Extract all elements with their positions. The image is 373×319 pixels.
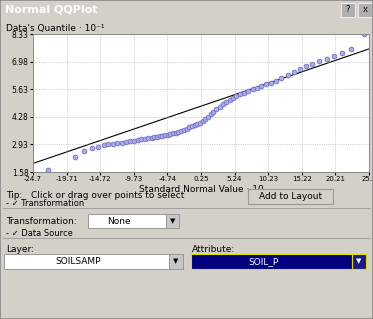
Point bbox=[205, 114, 211, 119]
Text: Data's Quantile · 10⁻¹: Data's Quantile · 10⁻¹ bbox=[6, 24, 104, 33]
Point bbox=[138, 137, 144, 142]
Point bbox=[127, 139, 133, 144]
Point bbox=[339, 50, 345, 56]
Text: - ✓ Data Source: - ✓ Data Source bbox=[6, 229, 73, 238]
Point bbox=[131, 138, 137, 143]
Point bbox=[237, 92, 243, 97]
Point bbox=[273, 78, 279, 83]
Point bbox=[186, 125, 192, 130]
Point bbox=[151, 135, 157, 140]
Point bbox=[233, 93, 239, 99]
Point bbox=[220, 101, 226, 107]
Point bbox=[123, 139, 129, 145]
Point bbox=[145, 136, 151, 141]
Point bbox=[213, 107, 219, 112]
Point bbox=[170, 131, 176, 136]
Point bbox=[279, 75, 285, 80]
Point bbox=[303, 63, 309, 69]
Point bbox=[95, 144, 101, 149]
Bar bbox=[191, 254, 352, 269]
Bar bbox=[169, 254, 183, 269]
Point bbox=[200, 118, 206, 123]
Text: Transformation:: Transformation: bbox=[6, 217, 76, 226]
Point bbox=[324, 56, 330, 61]
Text: Add to Layout: Add to Layout bbox=[259, 192, 322, 201]
Point bbox=[142, 136, 148, 141]
Point bbox=[110, 141, 116, 146]
Point bbox=[250, 87, 256, 92]
Bar bbox=[358, 3, 372, 17]
Bar bbox=[88, 214, 166, 228]
Point bbox=[101, 143, 107, 148]
Point bbox=[72, 155, 78, 160]
Point bbox=[331, 54, 337, 59]
Point bbox=[119, 140, 125, 145]
Bar bbox=[341, 3, 355, 17]
Point bbox=[162, 133, 168, 138]
Text: Tip:   Click or drag over points to select: Tip: Click or drag over points to select bbox=[6, 191, 184, 201]
Text: Normal QQPlot: Normal QQPlot bbox=[5, 5, 97, 15]
Point bbox=[268, 80, 274, 85]
Point bbox=[208, 112, 214, 117]
Text: SOIL_P: SOIL_P bbox=[248, 257, 279, 266]
Point bbox=[184, 126, 189, 131]
Point bbox=[197, 120, 203, 125]
Point bbox=[227, 98, 233, 103]
Text: SOILSAMP: SOILSAMP bbox=[56, 257, 101, 266]
Point bbox=[192, 122, 198, 128]
Point bbox=[167, 131, 173, 137]
Point bbox=[245, 88, 251, 93]
Point bbox=[89, 145, 95, 151]
Text: Layer:: Layer: bbox=[6, 246, 34, 255]
Point bbox=[148, 135, 154, 140]
Point bbox=[114, 141, 120, 146]
Point bbox=[223, 100, 229, 105]
Text: x: x bbox=[363, 5, 367, 14]
Point bbox=[285, 72, 291, 78]
Text: None: None bbox=[107, 217, 131, 226]
Point bbox=[181, 127, 187, 132]
Point bbox=[154, 134, 160, 139]
Text: ▼: ▼ bbox=[170, 218, 175, 224]
Point bbox=[241, 90, 247, 95]
Point bbox=[189, 124, 195, 129]
Text: ▼: ▼ bbox=[173, 258, 179, 264]
Point bbox=[106, 142, 112, 147]
Point bbox=[361, 32, 367, 37]
Point bbox=[159, 133, 165, 138]
Point bbox=[230, 95, 236, 100]
Point bbox=[263, 82, 269, 87]
Point bbox=[178, 128, 184, 133]
Text: ▼: ▼ bbox=[356, 258, 362, 264]
Point bbox=[203, 116, 209, 122]
Point bbox=[297, 66, 303, 71]
Point bbox=[173, 130, 179, 135]
Point bbox=[291, 69, 297, 74]
Point bbox=[217, 104, 223, 109]
Point bbox=[348, 46, 354, 51]
Point bbox=[316, 59, 322, 64]
Bar bbox=[248, 189, 333, 204]
Point bbox=[157, 134, 163, 139]
X-axis label: Standard Normal Value · 10: Standard Normal Value · 10 bbox=[139, 185, 263, 194]
Point bbox=[210, 109, 216, 115]
Point bbox=[175, 129, 181, 134]
Point bbox=[81, 149, 87, 154]
Text: - ✓ Transformation: - ✓ Transformation bbox=[6, 199, 84, 208]
Point bbox=[45, 167, 51, 172]
Bar bbox=[4, 254, 169, 269]
Bar bbox=[352, 254, 366, 269]
Text: ?: ? bbox=[346, 5, 350, 14]
Point bbox=[258, 84, 264, 89]
Point bbox=[254, 85, 260, 90]
Point bbox=[310, 61, 316, 66]
Point bbox=[165, 132, 171, 137]
Bar bbox=[166, 214, 179, 228]
Point bbox=[194, 121, 200, 126]
Text: Attribute:: Attribute: bbox=[192, 246, 235, 255]
Point bbox=[135, 137, 141, 143]
